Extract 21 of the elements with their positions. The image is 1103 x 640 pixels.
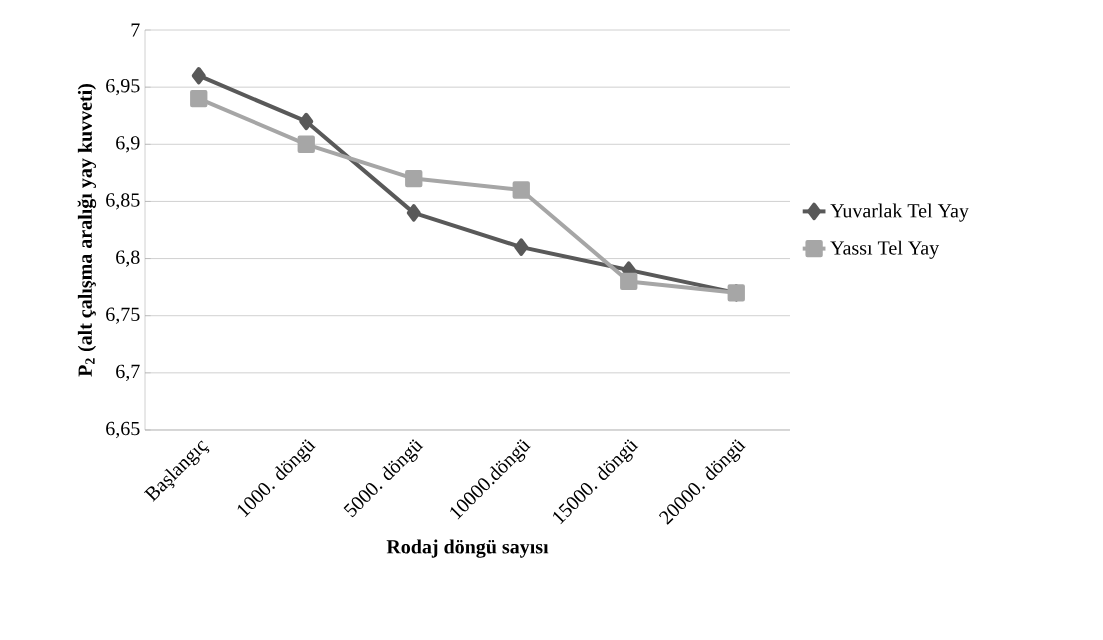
y-tick-label: 6,95 [106, 78, 140, 96]
point [620, 272, 638, 291]
point [190, 89, 208, 108]
point [406, 204, 421, 222]
y-tick-label: 6,65 [106, 421, 140, 439]
point [514, 238, 529, 256]
y-tick-label: 6,75 [106, 307, 140, 324]
y-tick-label: 6,7 [116, 364, 140, 382]
point [512, 181, 530, 199]
point [297, 135, 315, 153]
point [191, 67, 206, 85]
y-tick-label: 6,85 [106, 193, 140, 210]
legend-label: Yuvarlak Tel Yay [830, 203, 969, 222]
point [405, 169, 423, 188]
x-axis-title: Rodaj döngü sayısı [386, 539, 549, 558]
y-tick-label: 7 [131, 23, 140, 37]
y-tick-label: 6,8 [116, 250, 140, 267]
point [299, 112, 314, 131]
y-axis-title: P$_{2}$ (alt çalışma aralığı yay kuvveti) [77, 84, 97, 377]
legend-label: Yassı Tel Yay [830, 240, 940, 259]
y-tick-label: 6,9 [116, 136, 140, 153]
